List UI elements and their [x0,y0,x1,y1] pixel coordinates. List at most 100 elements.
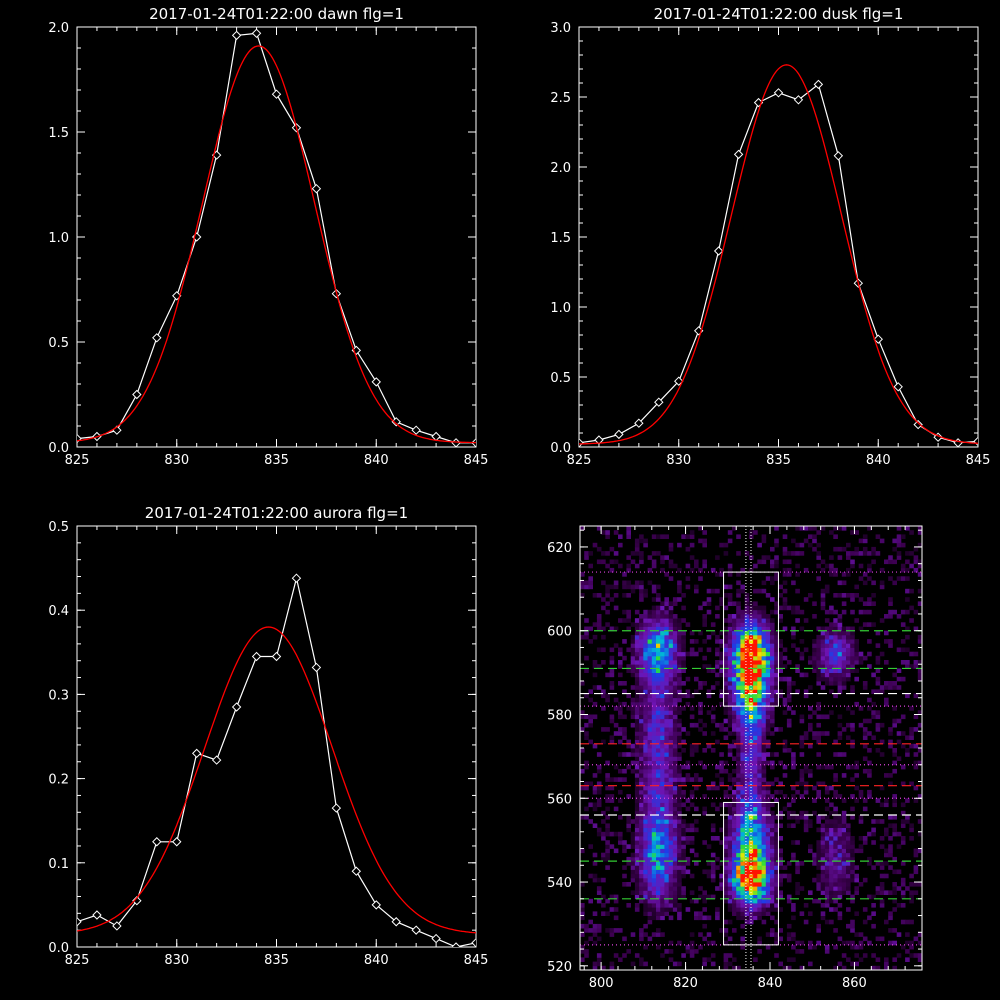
heatmap-cell [651,651,657,657]
heatmap-cell [824,831,830,837]
heatmap-cell [757,815,762,820]
heatmap-cell [744,748,750,753]
heatmap-cell [660,819,665,824]
heatmap-cell [685,861,691,866]
heatmap-cell [837,622,843,627]
heatmap-cell [896,538,902,544]
heatmap-cell [668,559,674,565]
heatmap-cell [694,639,699,644]
heatmap-cell [634,718,640,724]
heatmap-cell [757,647,762,653]
heatmap-cell [634,907,640,912]
heatmap-cell [791,634,796,640]
heatmap-cell [808,890,813,895]
heatmap-cell [744,785,750,791]
heatmap-cell [862,546,868,552]
heatmap-cell [609,844,615,849]
heatmap-cell [740,643,745,648]
heatmap-cell [846,676,851,682]
heatmap-cell [592,802,598,808]
heatmap-cell [761,894,767,900]
heatmap-cell [601,647,606,653]
heatmap-cell [900,819,906,824]
heatmap-cell [643,815,648,820]
heatmap-cell [630,710,636,715]
heatmap-cell [672,647,678,653]
x-tick-label: 845 [464,953,489,968]
heatmap-cell [875,534,881,539]
heatmap-cell [723,898,729,904]
heatmap-cell [820,840,826,845]
heatmap-cell [656,701,661,707]
heatmap-cell [816,563,821,569]
heatmap-cell [803,785,809,791]
heatmap-cell [677,718,682,724]
heatmap-cell [829,802,834,808]
heatmap-cell [689,789,695,795]
heatmap-cell [748,727,754,732]
heatmap-cell [812,810,817,816]
heatmap-cell [732,957,737,962]
heatmap-cell [732,681,737,686]
heatmap-cell [858,836,864,841]
heatmap-cell [770,752,775,757]
heatmap-cell [643,618,648,623]
heatmap-cell [677,777,682,782]
heatmap-cell [651,559,657,565]
heatmap-cell [820,588,826,594]
heatmap-cell [896,731,902,736]
heatmap-cell [664,706,669,711]
heatmap-cell [761,752,767,757]
heatmap-cell [753,831,758,837]
heatmap-cell [871,593,876,598]
heatmap-cell [774,609,779,615]
x-tick-label: 830 [164,953,189,968]
heatmap-cell [656,831,661,837]
heatmap-cell [774,856,779,862]
heatmap-cell [672,676,678,682]
heatmap-cell [896,932,902,937]
heatmap-cell [630,873,636,879]
heatmap-cell [668,907,674,912]
heatmap-cell [846,840,851,845]
heatmap-cell [808,844,813,849]
heatmap-cell [841,773,847,778]
heatmap-cell [841,877,847,883]
heatmap-cell [875,957,881,962]
heatmap-cell [824,672,830,678]
heatmap-cell [719,861,724,866]
heatmap-cell [677,815,682,820]
heatmap-cell [744,752,750,757]
heatmap-cell [681,630,686,636]
heatmap-cell [702,563,707,569]
heatmap-cell [689,722,695,728]
heatmap-cell [841,572,847,577]
heatmap-cell [719,630,724,636]
heatmap-cell [710,836,716,841]
heatmap-cell [618,651,623,657]
heatmap-cell [736,739,741,745]
heatmap-cell [799,526,805,531]
data-point [833,151,844,161]
heatmap-cell [639,727,644,732]
heatmap-cell [605,785,610,791]
heatmap-cell [647,664,653,669]
heatmap-cell [757,668,762,673]
heatmap-cell [795,647,800,653]
heatmap-cell [656,718,661,724]
heatmap-cell [812,664,817,669]
heatmap-cell [723,551,729,556]
heatmap-cell [740,760,745,766]
heatmap-cell [833,651,838,657]
heatmap-cell [622,752,627,757]
heatmap-cell [630,844,636,849]
heatmap-cell [605,844,610,849]
heatmap-cell [841,819,847,824]
heatmap-cell [829,622,834,627]
heatmap-cell [643,911,648,916]
heatmap-cell [685,827,691,833]
heatmap-cell [732,815,737,820]
heatmap-cell [867,639,872,644]
heatmap-cell [761,609,767,615]
heatmap-cell [824,668,830,673]
